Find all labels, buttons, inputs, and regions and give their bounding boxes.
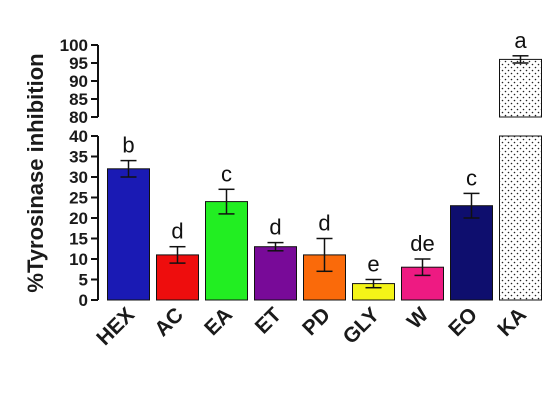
x-tick-label-w: W	[403, 303, 433, 333]
y-tick-label: 35	[69, 148, 88, 167]
significance-label: c	[221, 161, 232, 186]
y-tick-label: 100	[60, 36, 88, 55]
x-tick-label-ac: AC	[150, 303, 188, 341]
y-tick-label: 90	[69, 72, 88, 91]
significance-label: d	[269, 215, 281, 240]
y-tick-label: 0	[79, 291, 88, 310]
y-tick-label: 5	[79, 271, 88, 290]
significance-label: d	[171, 219, 183, 244]
y-axis-label: %Tyrosinase inhibition	[23, 53, 48, 292]
significance-label: de	[410, 231, 434, 256]
x-tick-label-et: ET	[251, 303, 286, 338]
significance-label: d	[318, 211, 330, 236]
significance-label: c	[466, 165, 477, 190]
y-tick-label: 80	[69, 108, 88, 127]
bar-eo	[450, 205, 493, 301]
y-tick-label: 20	[69, 209, 88, 228]
y-tick-label: 10	[69, 250, 88, 269]
bar-ka-upper	[499, 58, 542, 118]
y-tick-label: 30	[69, 168, 88, 187]
x-tick-label-pd: PD	[298, 303, 335, 340]
x-tick-label-ka: KA	[493, 303, 531, 341]
y-tick-label: 40	[69, 127, 88, 146]
x-tick-label-eo: EO	[444, 303, 482, 341]
x-tick-label-ea: EA	[200, 303, 237, 340]
bar-ka-lower	[499, 135, 542, 301]
bar-hex	[107, 168, 150, 301]
bar-ea	[205, 201, 248, 301]
x-tick-labels: HEX AC EA ET PD GLY W EO KA	[92, 303, 531, 350]
bar-et	[254, 246, 297, 301]
significance-label: b	[122, 133, 134, 158]
y-tick-label: 15	[69, 230, 88, 249]
y-tick-label: 95	[69, 54, 88, 73]
x-tick-label-hex: HEX	[92, 303, 139, 350]
x-tick-label-gly: GLY	[339, 303, 384, 348]
y-tick-label: 25	[69, 189, 88, 208]
y-tick-label: 85	[69, 90, 88, 109]
significance-label: a	[514, 28, 527, 53]
significance-label: e	[367, 252, 379, 277]
